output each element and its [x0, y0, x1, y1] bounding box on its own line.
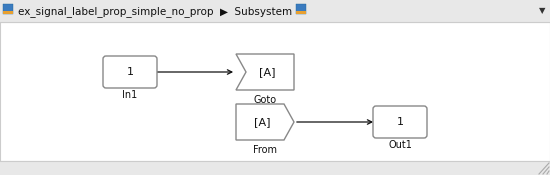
Text: From: From	[253, 145, 277, 155]
Text: In1: In1	[122, 90, 138, 100]
FancyBboxPatch shape	[373, 106, 427, 138]
Bar	[296, 11, 306, 14]
FancyBboxPatch shape	[103, 56, 157, 88]
Polygon shape	[236, 54, 294, 90]
Text: 1: 1	[397, 117, 404, 127]
Text: ex_signal_label_prop_simple_no_prop  ▶  Subsystem: ex_signal_label_prop_simple_no_prop ▶ Su…	[18, 6, 292, 17]
Bar	[0, 22, 550, 161]
Text: [A]: [A]	[259, 67, 276, 77]
Text: ▼: ▼	[539, 6, 545, 16]
Bar	[296, 4, 306, 14]
Bar	[0, 22, 549, 161]
Bar	[3, 11, 13, 14]
Text: 1: 1	[126, 67, 134, 77]
Polygon shape	[236, 104, 294, 140]
Bar	[0, 0, 550, 22]
Text: [A]: [A]	[254, 117, 271, 127]
Bar	[0, 161, 550, 175]
Text: Goto: Goto	[254, 95, 277, 105]
Bar	[3, 4, 13, 14]
Text: Out1: Out1	[388, 140, 412, 150]
